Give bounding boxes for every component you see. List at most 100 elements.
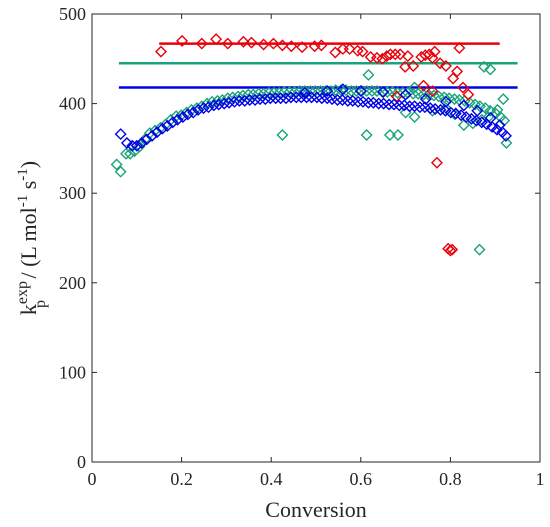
data-point xyxy=(372,97,385,110)
data-point xyxy=(315,39,328,52)
data-point xyxy=(430,156,443,169)
data-point xyxy=(456,81,469,94)
y-label-mid: s xyxy=(16,181,41,195)
data-point xyxy=(305,91,318,104)
data-point xyxy=(279,92,292,105)
data-point xyxy=(259,93,272,106)
data-point xyxy=(457,99,470,112)
data-point xyxy=(171,113,184,126)
data-point xyxy=(212,98,225,111)
data-point xyxy=(114,165,127,178)
x-tick-label: 0.6 xyxy=(350,469,373,489)
data-point xyxy=(273,86,286,99)
data-point xyxy=(274,92,287,105)
data-point xyxy=(155,45,167,58)
data-point xyxy=(181,108,194,121)
data-point xyxy=(389,48,402,61)
data-point xyxy=(257,87,270,100)
data-point xyxy=(419,93,432,106)
data-point xyxy=(426,85,439,98)
y-label-sup: exp xyxy=(14,281,31,304)
data-point xyxy=(417,79,430,92)
data-point xyxy=(473,243,486,256)
data-point xyxy=(434,57,447,70)
data-point xyxy=(243,94,256,107)
data-point xyxy=(124,147,137,160)
data-point xyxy=(362,96,375,109)
data-point xyxy=(223,96,236,109)
x-axis-ticks: 0 0.2 0.4 0.6 0.8 1 xyxy=(88,14,545,489)
data-point xyxy=(482,111,495,124)
data-point xyxy=(218,97,231,110)
x-axis-label: Conversion xyxy=(265,497,366,522)
y-tick-label: 100 xyxy=(59,362,86,382)
data-point xyxy=(381,85,394,98)
data-point xyxy=(343,42,356,55)
data-point xyxy=(493,119,506,132)
data-point xyxy=(295,91,308,104)
data-point xyxy=(269,92,282,105)
data-point xyxy=(352,95,365,108)
data-point xyxy=(376,52,389,65)
data-point xyxy=(451,65,464,78)
data-point xyxy=(383,128,396,141)
y-tick-label: 400 xyxy=(59,94,86,114)
data-point xyxy=(393,99,406,112)
data-point xyxy=(197,102,210,115)
data-point xyxy=(150,126,163,139)
data-point xyxy=(140,133,153,146)
data-point xyxy=(341,94,354,107)
data-point xyxy=(360,128,373,141)
data-point xyxy=(249,94,262,107)
data-point xyxy=(462,88,475,101)
data-point xyxy=(135,137,148,150)
data-point xyxy=(399,88,412,101)
data-point xyxy=(350,85,363,98)
data-point xyxy=(394,48,407,61)
data-point xyxy=(331,94,344,107)
y-tick-label: 500 xyxy=(59,4,86,24)
data-point xyxy=(264,92,277,105)
x-tick-label: 0 xyxy=(88,469,97,489)
data-point xyxy=(484,111,497,124)
data-point xyxy=(126,139,139,152)
data-point xyxy=(497,93,510,106)
data-point xyxy=(226,91,239,104)
data-point xyxy=(484,63,497,76)
data-point xyxy=(166,116,179,129)
data-point xyxy=(161,120,174,132)
data-point xyxy=(254,93,266,106)
data-point xyxy=(236,89,249,102)
data-point xyxy=(233,94,246,107)
data-point xyxy=(428,45,441,58)
data-point xyxy=(290,91,303,104)
data-point xyxy=(499,129,512,142)
data-point xyxy=(446,243,459,256)
y-label-exp2: -1 xyxy=(15,168,31,181)
data-point xyxy=(232,90,245,103)
data-point xyxy=(176,34,189,47)
data-point xyxy=(276,39,289,52)
y-label-exp1: -1 xyxy=(15,195,31,208)
data-point xyxy=(478,60,490,73)
y-label-end: ) xyxy=(16,161,41,168)
y-tick-label: 0 xyxy=(77,452,86,472)
data-point xyxy=(267,37,280,50)
data-point xyxy=(298,86,311,99)
data-point xyxy=(195,37,208,50)
data-point xyxy=(207,99,220,112)
data-point xyxy=(228,95,241,108)
data-point xyxy=(210,33,223,46)
data-point xyxy=(192,103,205,116)
data-point xyxy=(237,35,250,48)
data-point xyxy=(471,104,484,117)
x-tick-label: 0.4 xyxy=(260,469,283,489)
data-point xyxy=(221,92,234,105)
data-point xyxy=(120,147,133,160)
plot-frame xyxy=(91,13,541,463)
data-point xyxy=(120,137,133,150)
data-point xyxy=(439,59,452,72)
data-point xyxy=(146,129,159,142)
data-point xyxy=(408,111,421,124)
